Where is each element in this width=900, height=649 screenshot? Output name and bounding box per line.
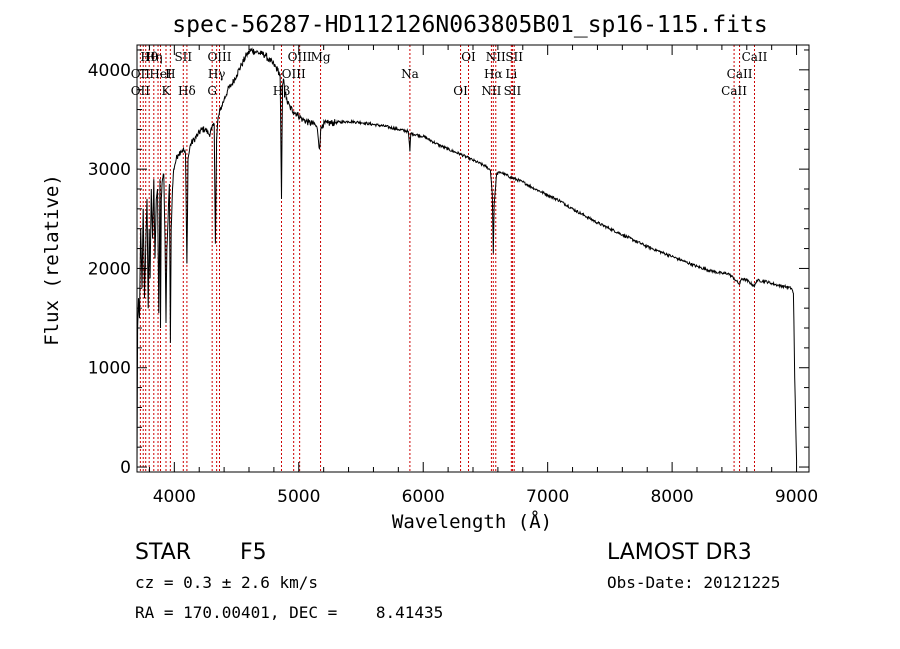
x-tick-label: 8000 bbox=[650, 487, 693, 507]
chart-title: spec-56287-HD112126N063805B01_sp16-115.f… bbox=[172, 12, 767, 38]
x-tick-label: 7000 bbox=[526, 487, 569, 507]
line-label: CaII bbox=[727, 67, 753, 81]
line-label: H bbox=[165, 67, 175, 81]
y-axis-ticks: 0 1000 2000 3000 4000 bbox=[88, 49, 809, 478]
line-label: K bbox=[162, 84, 172, 98]
y-tick-label: 2000 bbox=[88, 259, 131, 279]
line-label: OIII bbox=[207, 50, 231, 64]
redshift-text: cz = 0.3 ± 2.6 km/s bbox=[135, 573, 319, 592]
line-label: G bbox=[207, 84, 217, 98]
x-tick-label: 9000 bbox=[775, 487, 818, 507]
line-annotations: Hθ OII OII Hη HeI K SII HHδ OIII Hγ G OIII OIII Hβ Mg N… bbox=[131, 50, 768, 98]
line-label: SII bbox=[174, 50, 192, 64]
object-class: STAR bbox=[135, 540, 192, 565]
x-tick-label: 5000 bbox=[277, 487, 320, 507]
survey-name: LAMOST DR3 bbox=[607, 540, 752, 565]
obs-date: Obs-Date: 20121225 bbox=[607, 573, 781, 592]
line-label: Hη bbox=[145, 50, 163, 64]
line-label: OII bbox=[131, 84, 151, 98]
x-axis-ticks: 4000 5000 6000 7000 8000 9000 bbox=[148, 45, 818, 507]
coordinates-text: RA = 170.00401, DEC = 8.41435 bbox=[135, 603, 444, 622]
line-label: Hθ bbox=[140, 50, 158, 64]
line-label: OIII bbox=[282, 67, 306, 81]
spectrum-series bbox=[136, 47, 798, 468]
y-tick-label: 1000 bbox=[88, 359, 131, 379]
x-axis-label: Wavelength (Å) bbox=[392, 510, 552, 533]
line-label: OII bbox=[131, 67, 151, 81]
line-label: SII bbox=[504, 84, 522, 98]
line-label: NII bbox=[486, 50, 506, 64]
y-axis-label: Flux (relative) bbox=[41, 174, 63, 346]
y-tick-label: 3000 bbox=[88, 160, 131, 180]
line-label: CaII bbox=[742, 50, 768, 64]
line-label: OI bbox=[461, 50, 476, 64]
line-markers bbox=[139, 45, 755, 472]
line-label: HeI bbox=[149, 67, 172, 81]
plot-frame bbox=[136, 44, 810, 473]
line-label: Li bbox=[505, 67, 517, 81]
line-label: OIII bbox=[288, 50, 312, 64]
line-label: SII bbox=[505, 50, 523, 64]
object-subclass: F5 bbox=[240, 540, 267, 565]
x-tick-label: 4000 bbox=[153, 487, 196, 507]
line-label: Hα bbox=[484, 67, 503, 81]
line-label: OI bbox=[453, 84, 468, 98]
line-label: Mg bbox=[311, 50, 331, 64]
x-tick-label: 6000 bbox=[402, 487, 445, 507]
y-tick-label: 4000 bbox=[88, 61, 131, 81]
line-label: Hδ bbox=[178, 84, 196, 98]
line-label: Hγ bbox=[208, 67, 226, 81]
line-label: NII bbox=[481, 84, 501, 98]
line-label: Na bbox=[401, 67, 419, 81]
line-label: CaII bbox=[721, 84, 747, 98]
spectrum-line bbox=[136, 47, 798, 468]
line-label: Hβ bbox=[273, 84, 290, 98]
y-tick-label: 0 bbox=[120, 458, 131, 478]
